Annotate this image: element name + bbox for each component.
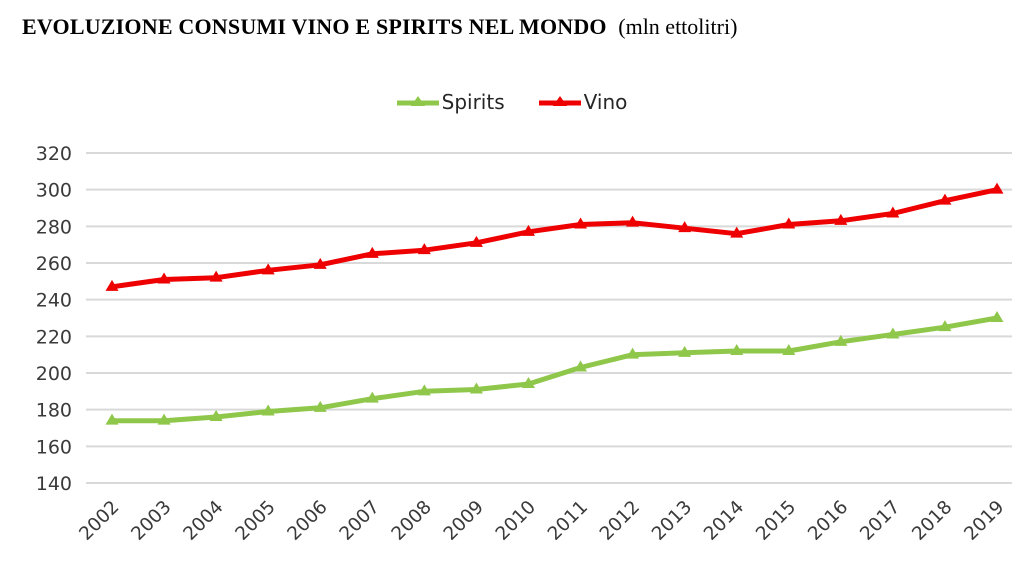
x-tick-label: 2018 — [908, 497, 956, 545]
legend-item-spirits: Spirits — [396, 90, 505, 114]
data-point-vino — [209, 270, 223, 282]
data-point-vino — [730, 226, 744, 238]
data-point-spirits — [574, 360, 588, 372]
y-tick-label: 200 — [36, 363, 72, 385]
data-point-spirits — [365, 391, 379, 403]
data-point-spirits — [938, 320, 952, 332]
data-point-vino — [626, 215, 640, 227]
data-point-vino — [157, 272, 171, 284]
data-point-vino — [938, 193, 952, 205]
data-point-spirits — [782, 344, 796, 355]
legend-label-vino: Vino — [583, 90, 628, 114]
data-point-spirits — [886, 327, 900, 339]
y-tick-label: 220 — [36, 326, 72, 348]
data-point-vino — [886, 206, 900, 218]
x-tick-label: 2003 — [127, 497, 175, 545]
x-tick-label: 2002 — [75, 497, 123, 545]
x-tick-label: 2009 — [440, 497, 488, 545]
data-point-spirits — [209, 410, 223, 421]
y-tick-label: 160 — [36, 436, 72, 458]
x-tick-label: 2014 — [700, 497, 748, 545]
x-tick-label: 2007 — [336, 497, 384, 545]
x-tick-label: 2008 — [388, 497, 436, 545]
y-tick-label: 320 — [36, 143, 72, 165]
series-line-vino — [109, 187, 1000, 290]
data-point-spirits — [261, 404, 275, 416]
data-point-vino — [261, 263, 275, 275]
y-tick-label: 260 — [36, 253, 72, 275]
x-tick-label: 2013 — [648, 497, 696, 545]
data-point-spirits — [105, 413, 119, 425]
data-point-vino — [313, 257, 327, 269]
data-point-spirits — [521, 377, 535, 388]
data-point-vino — [990, 182, 1004, 194]
data-point-spirits — [313, 400, 327, 412]
series-line-spirits — [109, 315, 1000, 424]
legend-label-spirits: Spirits — [441, 90, 505, 114]
x-tick-label: 2017 — [856, 497, 904, 545]
data-point-spirits — [990, 311, 1004, 322]
spirits-line-marker-icon — [396, 96, 439, 106]
data-point-spirits — [626, 347, 640, 359]
data-point-vino — [417, 243, 431, 255]
x-tick-label: 2011 — [544, 497, 592, 545]
chart-title-unit: (mln ettolitri) — [618, 14, 738, 39]
data-point-vino — [574, 217, 588, 229]
y-tick-label: 240 — [36, 290, 72, 312]
data-point-vino — [678, 221, 692, 233]
x-tick-label: 2016 — [804, 497, 852, 545]
data-point-vino — [469, 235, 483, 247]
x-tick-label: 2004 — [180, 497, 228, 545]
y-tick-label: 140 — [36, 473, 72, 495]
data-point-vino — [834, 213, 848, 225]
x-tick-label: 2006 — [284, 497, 332, 545]
y-tick-label: 180 — [36, 400, 72, 422]
data-point-vino — [365, 246, 379, 258]
chart-title-text: EVOLUZIONE CONSUMI VINO E SPIRITS NEL MO… — [22, 14, 607, 39]
data-point-vino — [105, 279, 119, 291]
x-tick-label: 2015 — [752, 497, 800, 545]
data-point-spirits — [834, 334, 848, 346]
data-point-spirits — [157, 413, 171, 425]
vino-line-marker-icon — [538, 96, 581, 106]
data-point-spirits — [417, 384, 431, 396]
x-tick-label: 2019 — [960, 497, 1008, 545]
data-point-spirits — [469, 382, 483, 394]
y-tick-label: 300 — [36, 180, 72, 202]
data-point-vino — [521, 224, 535, 236]
chart-title: EVOLUZIONE CONSUMI VINO E SPIRITS NEL MO… — [22, 14, 737, 40]
data-point-spirits — [730, 344, 744, 355]
x-tick-label: 2005 — [232, 497, 280, 545]
legend-item-vino: Vino — [538, 90, 628, 114]
y-tick-label: 280 — [36, 216, 72, 238]
legend: Spirits Vino — [0, 90, 1024, 114]
x-tick-label: 2012 — [596, 497, 644, 545]
x-tick-label: 2010 — [492, 497, 540, 545]
data-point-vino — [782, 217, 796, 229]
data-point-spirits — [678, 345, 692, 357]
